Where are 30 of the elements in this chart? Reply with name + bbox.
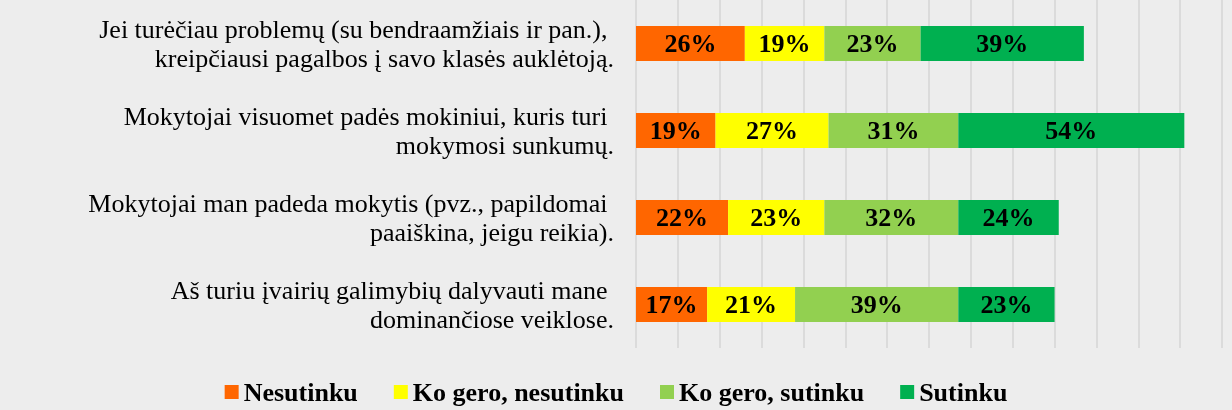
bar <box>824 200 959 235</box>
data-label: 27% <box>746 116 799 145</box>
data-label: 23% <box>980 290 1033 319</box>
data-label: 21% <box>725 290 778 319</box>
data-label: 19% <box>649 116 702 145</box>
legend-label: Ko gero, sutinku <box>678 377 865 407</box>
bar <box>920 26 1084 61</box>
data-label: 26% <box>664 29 717 58</box>
y-tick-label: Jei turėčiau problemų (su bendraamžiais ir pan.), kreipčiausi pagalbos į savo klasės auklėtoją. <box>99 14 614 73</box>
y-tick-label: Mokytojai man padeda mokytis (pvz., papildomai paaiškina, jeigu reikia). <box>88 188 614 247</box>
data-label: 23% <box>846 29 899 58</box>
data-label: 54% <box>1045 116 1098 145</box>
data-label: 23% <box>750 203 803 232</box>
bar <box>715 113 829 148</box>
data-label: 39% <box>976 29 1029 58</box>
bar <box>795 287 959 322</box>
data-label: 17% <box>645 290 698 319</box>
legend-label: Sutinku <box>919 377 1008 407</box>
data-label: 19% <box>758 29 811 58</box>
bar <box>828 113 959 148</box>
legend-label: Ko gero, nesutinku <box>412 377 624 407</box>
data-label: 22% <box>656 203 709 232</box>
data-label: 24% <box>982 203 1035 232</box>
data-label: 39% <box>850 290 903 319</box>
data-label: 31% <box>867 116 920 145</box>
legend-label: Nesutinku <box>243 377 358 407</box>
data-label: 32% <box>865 203 918 232</box>
bar <box>958 113 1185 148</box>
y-tick-label: Aš turiu įvairių galimybių dalyvauti mane dominančiose veiklose. <box>170 275 614 334</box>
y-tick-label: Mokytojai visuomet padės mokiniui, kuris turi mokymosi sunkumų. <box>123 101 614 160</box>
